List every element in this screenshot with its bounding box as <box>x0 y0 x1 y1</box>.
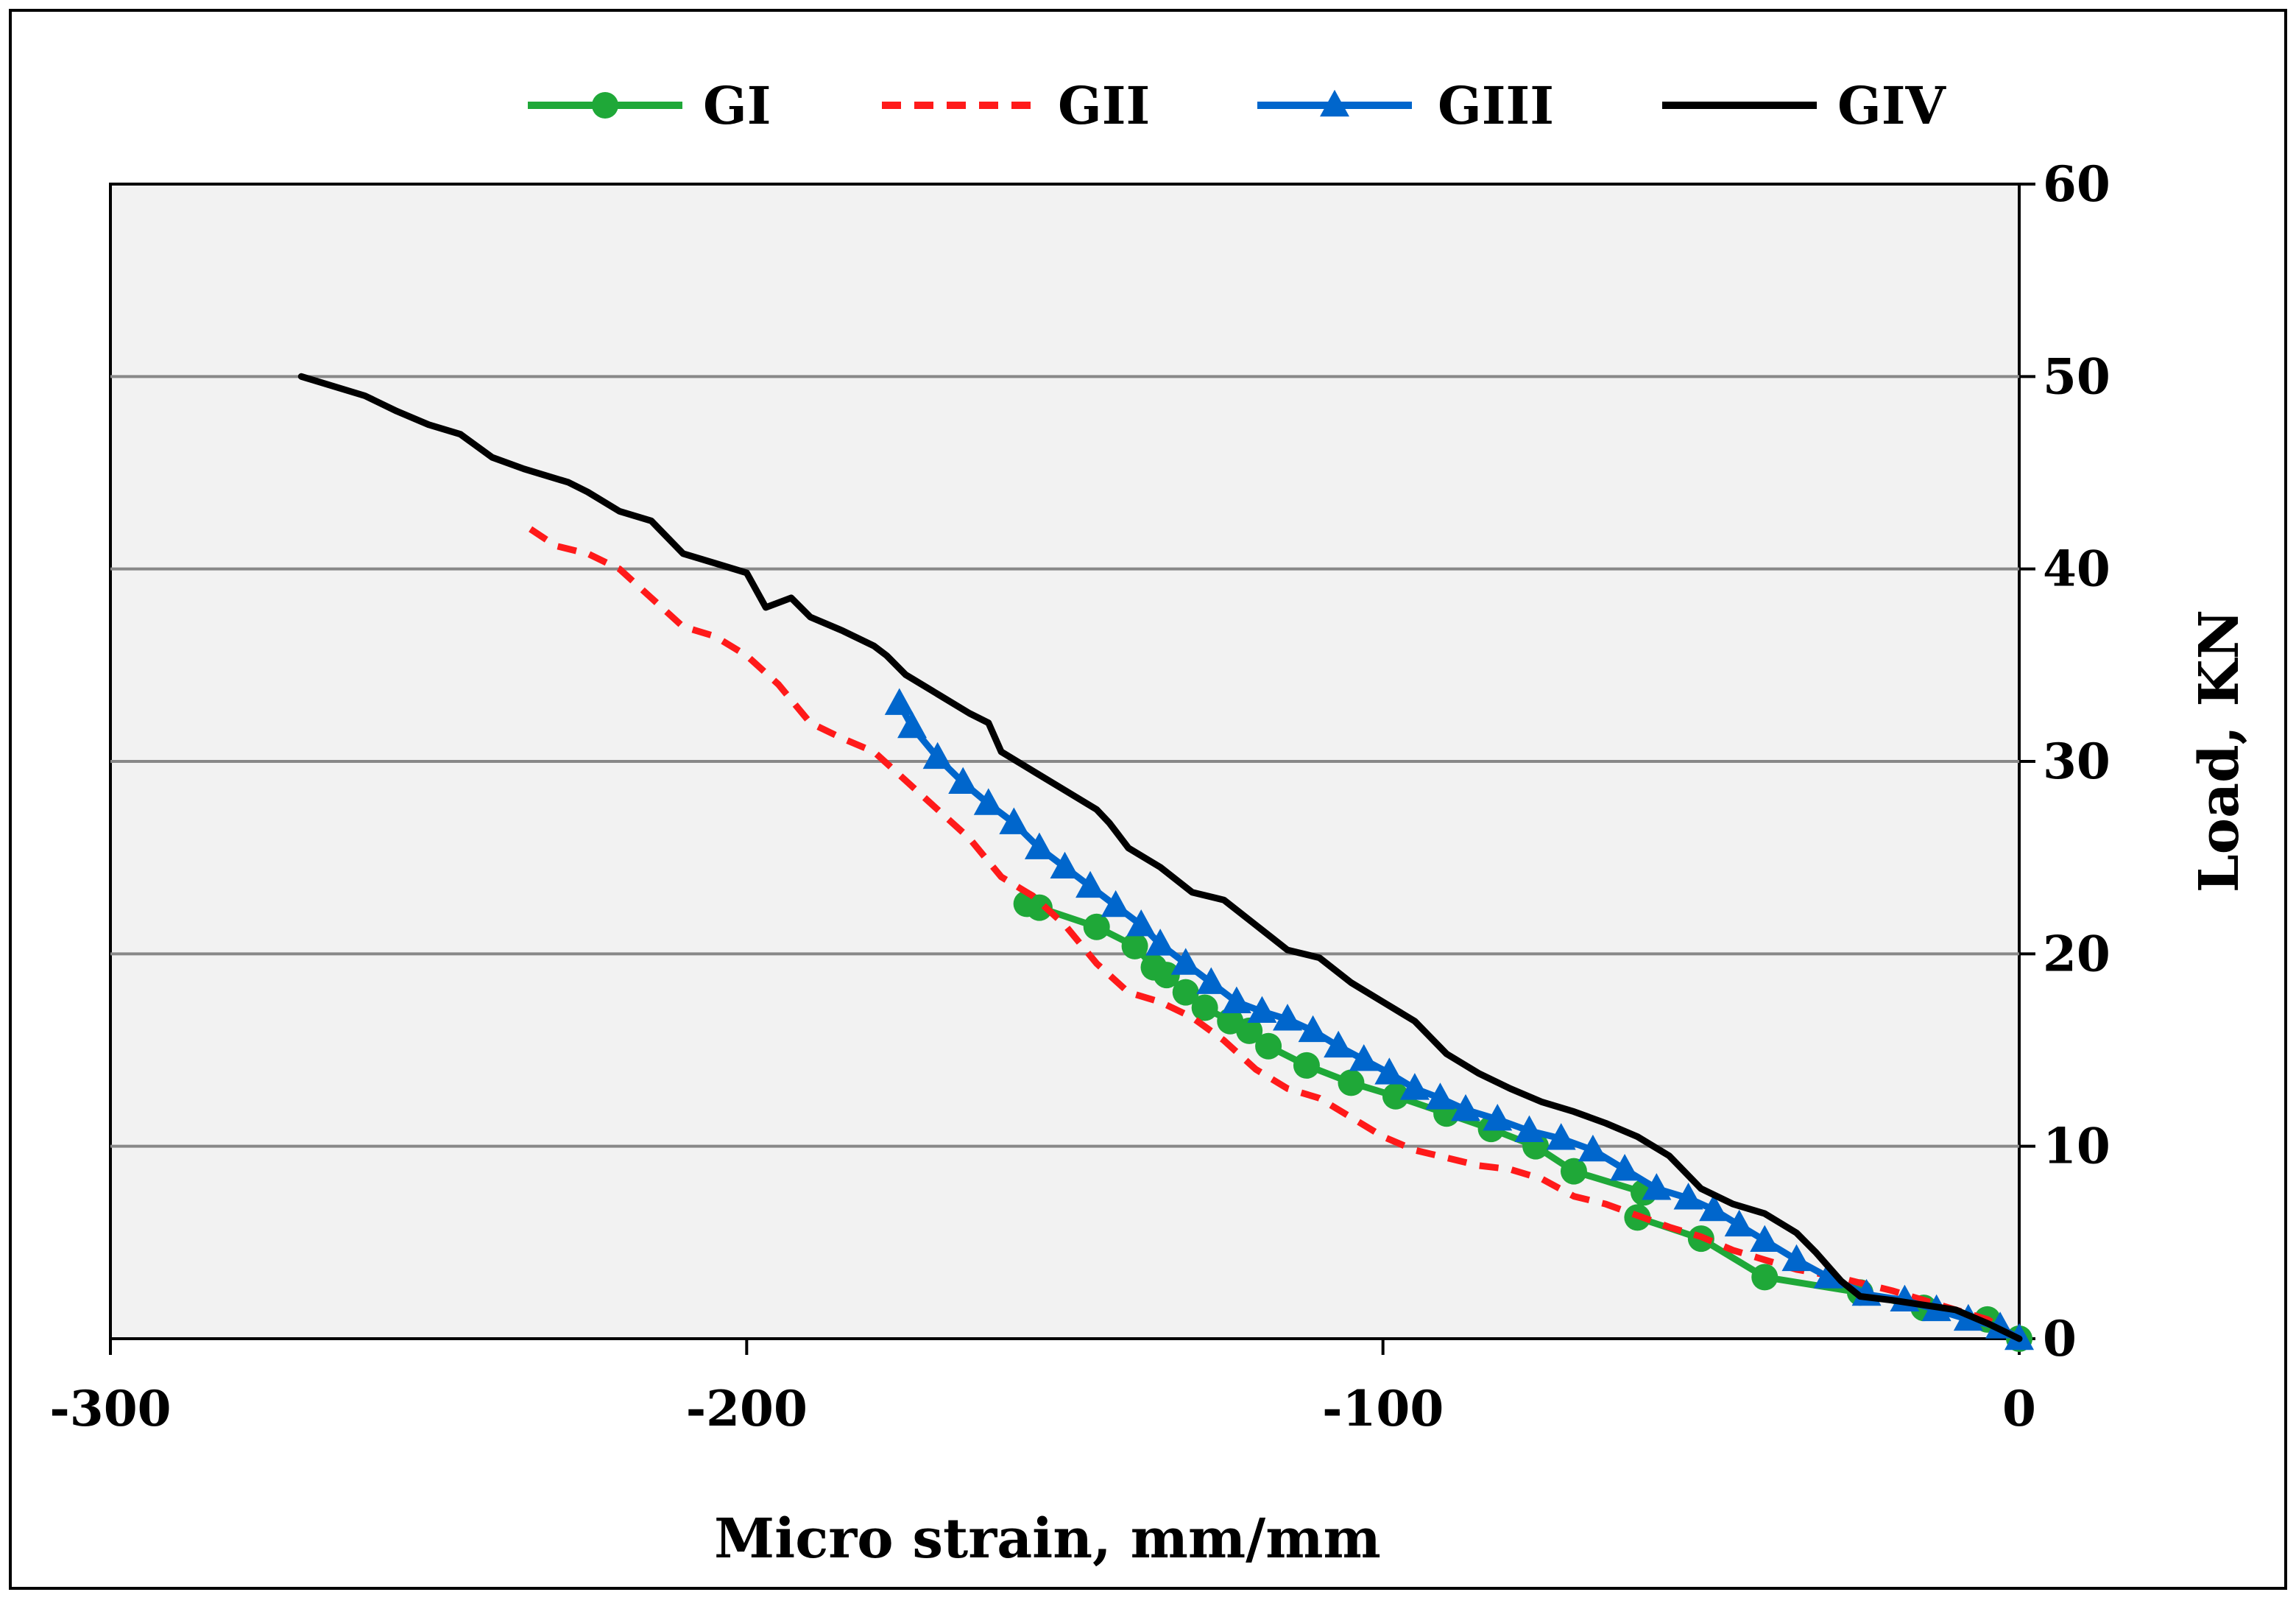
data-point-GIII <box>1170 948 1201 975</box>
legend-item-GIII: GIII <box>1257 75 1554 136</box>
legend: GI GII GIII GIV <box>528 75 1947 136</box>
data-point-GIII <box>1483 1104 1513 1131</box>
data-point-GIII <box>1221 986 1251 1013</box>
y-tick-label: 20 <box>2043 925 2110 982</box>
data-point-GIII <box>973 788 1003 815</box>
data-point-GIII <box>1813 1261 1843 1289</box>
data-point-GI <box>1191 994 1218 1021</box>
data-point-GIII <box>1075 870 1106 898</box>
data-point-GIII <box>1546 1123 1576 1150</box>
data-point-GI <box>1083 913 1110 940</box>
legend-label-GII: GII <box>1058 75 1150 136</box>
data-point-GIII <box>1273 1004 1303 1031</box>
data-point-GI <box>1382 1082 1409 1110</box>
y-tick-label: 40 <box>2043 540 2110 598</box>
data-point-GIII <box>1578 1134 1608 1162</box>
series-line-GIV <box>297 373 2023 1342</box>
series-layer <box>297 373 2034 1352</box>
data-point-GIII <box>1247 996 1277 1024</box>
legend-label-GI: GI <box>703 75 771 136</box>
data-point-GIII <box>1349 1043 1379 1071</box>
data-point-GIII <box>1724 1209 1754 1237</box>
data-point-GI <box>1172 979 1199 1006</box>
legend-label-GIII: GIII <box>1438 75 1554 136</box>
series-line-GII <box>522 521 2021 1342</box>
data-point-GIII <box>1324 1030 1354 1058</box>
data-point-GIII <box>1196 967 1226 994</box>
y-tick-label: 10 <box>2043 1118 2110 1175</box>
series-GIII <box>884 688 2034 1350</box>
data-point-GIII <box>1699 1194 1729 1222</box>
data-point-GI <box>1560 1158 1587 1185</box>
data-point-GIII <box>1781 1244 1812 1272</box>
data-point-GI <box>1140 954 1168 981</box>
data-point-GIII <box>1673 1183 1703 1210</box>
series-GIV <box>297 373 2023 1342</box>
data-point-GI <box>1217 1007 1244 1035</box>
data-point-GIII <box>1126 909 1156 937</box>
data-point-GIII <box>1024 832 1054 859</box>
data-point-GI <box>1293 1052 1320 1079</box>
grid-lines <box>110 375 2019 1148</box>
data-point-GIII <box>1451 1093 1481 1121</box>
data-point-GIII <box>1374 1057 1405 1085</box>
data-point-GI <box>1338 1069 1365 1096</box>
data-point-GIII <box>922 742 953 769</box>
legend-item-GII: GII <box>882 75 1150 136</box>
data-point-GIII <box>1101 890 1131 918</box>
data-point-GIII <box>1050 851 1080 879</box>
series-GII <box>522 521 2021 1342</box>
y-tick-label: 0 <box>2043 1310 2077 1367</box>
data-point-GIII <box>1145 929 1176 956</box>
axes: -300 -200 -100 00 10 20 30 40 50 60 <box>49 155 2110 1437</box>
data-point-GIII <box>1610 1153 1640 1181</box>
x-tick-label: 0 <box>2002 1380 2036 1437</box>
data-point-GI <box>1255 1032 1282 1060</box>
data-point-GIII <box>1298 1015 1328 1043</box>
x-tick-label: -300 <box>49 1380 171 1437</box>
data-point-GI <box>1121 932 1148 959</box>
data-point-GIII <box>884 688 914 715</box>
legend-item-GIV: GIV <box>1662 75 1947 136</box>
data-point-GIII <box>1399 1073 1430 1100</box>
legend-label-GIV: GIV <box>1837 75 1947 136</box>
data-point-GIII <box>999 807 1029 834</box>
data-point-GIII <box>1425 1082 1455 1110</box>
legend-marker-GIII <box>1320 89 1349 117</box>
data-point-GI <box>1751 1264 1778 1291</box>
legend-marker-GI <box>592 92 618 119</box>
data-point-GIII <box>897 711 928 739</box>
y-tick-label: 30 <box>2043 733 2110 790</box>
legend-item-GI: GI <box>528 75 771 136</box>
x-tick-label: -200 <box>686 1380 808 1437</box>
data-point-GIII <box>948 767 978 795</box>
y-tick-label: 50 <box>2043 348 2110 405</box>
data-point-GIII <box>1642 1173 1672 1200</box>
x-axis-label: Micro strain, mm/mm <box>714 1507 1381 1571</box>
x-tick-label: -100 <box>1322 1380 1444 1437</box>
data-point-GIII <box>1750 1225 1780 1253</box>
y-tick-label: 60 <box>2043 155 2110 213</box>
y-axis-label: Load, KN <box>2188 610 2251 893</box>
data-point-GIII <box>1514 1115 1544 1143</box>
